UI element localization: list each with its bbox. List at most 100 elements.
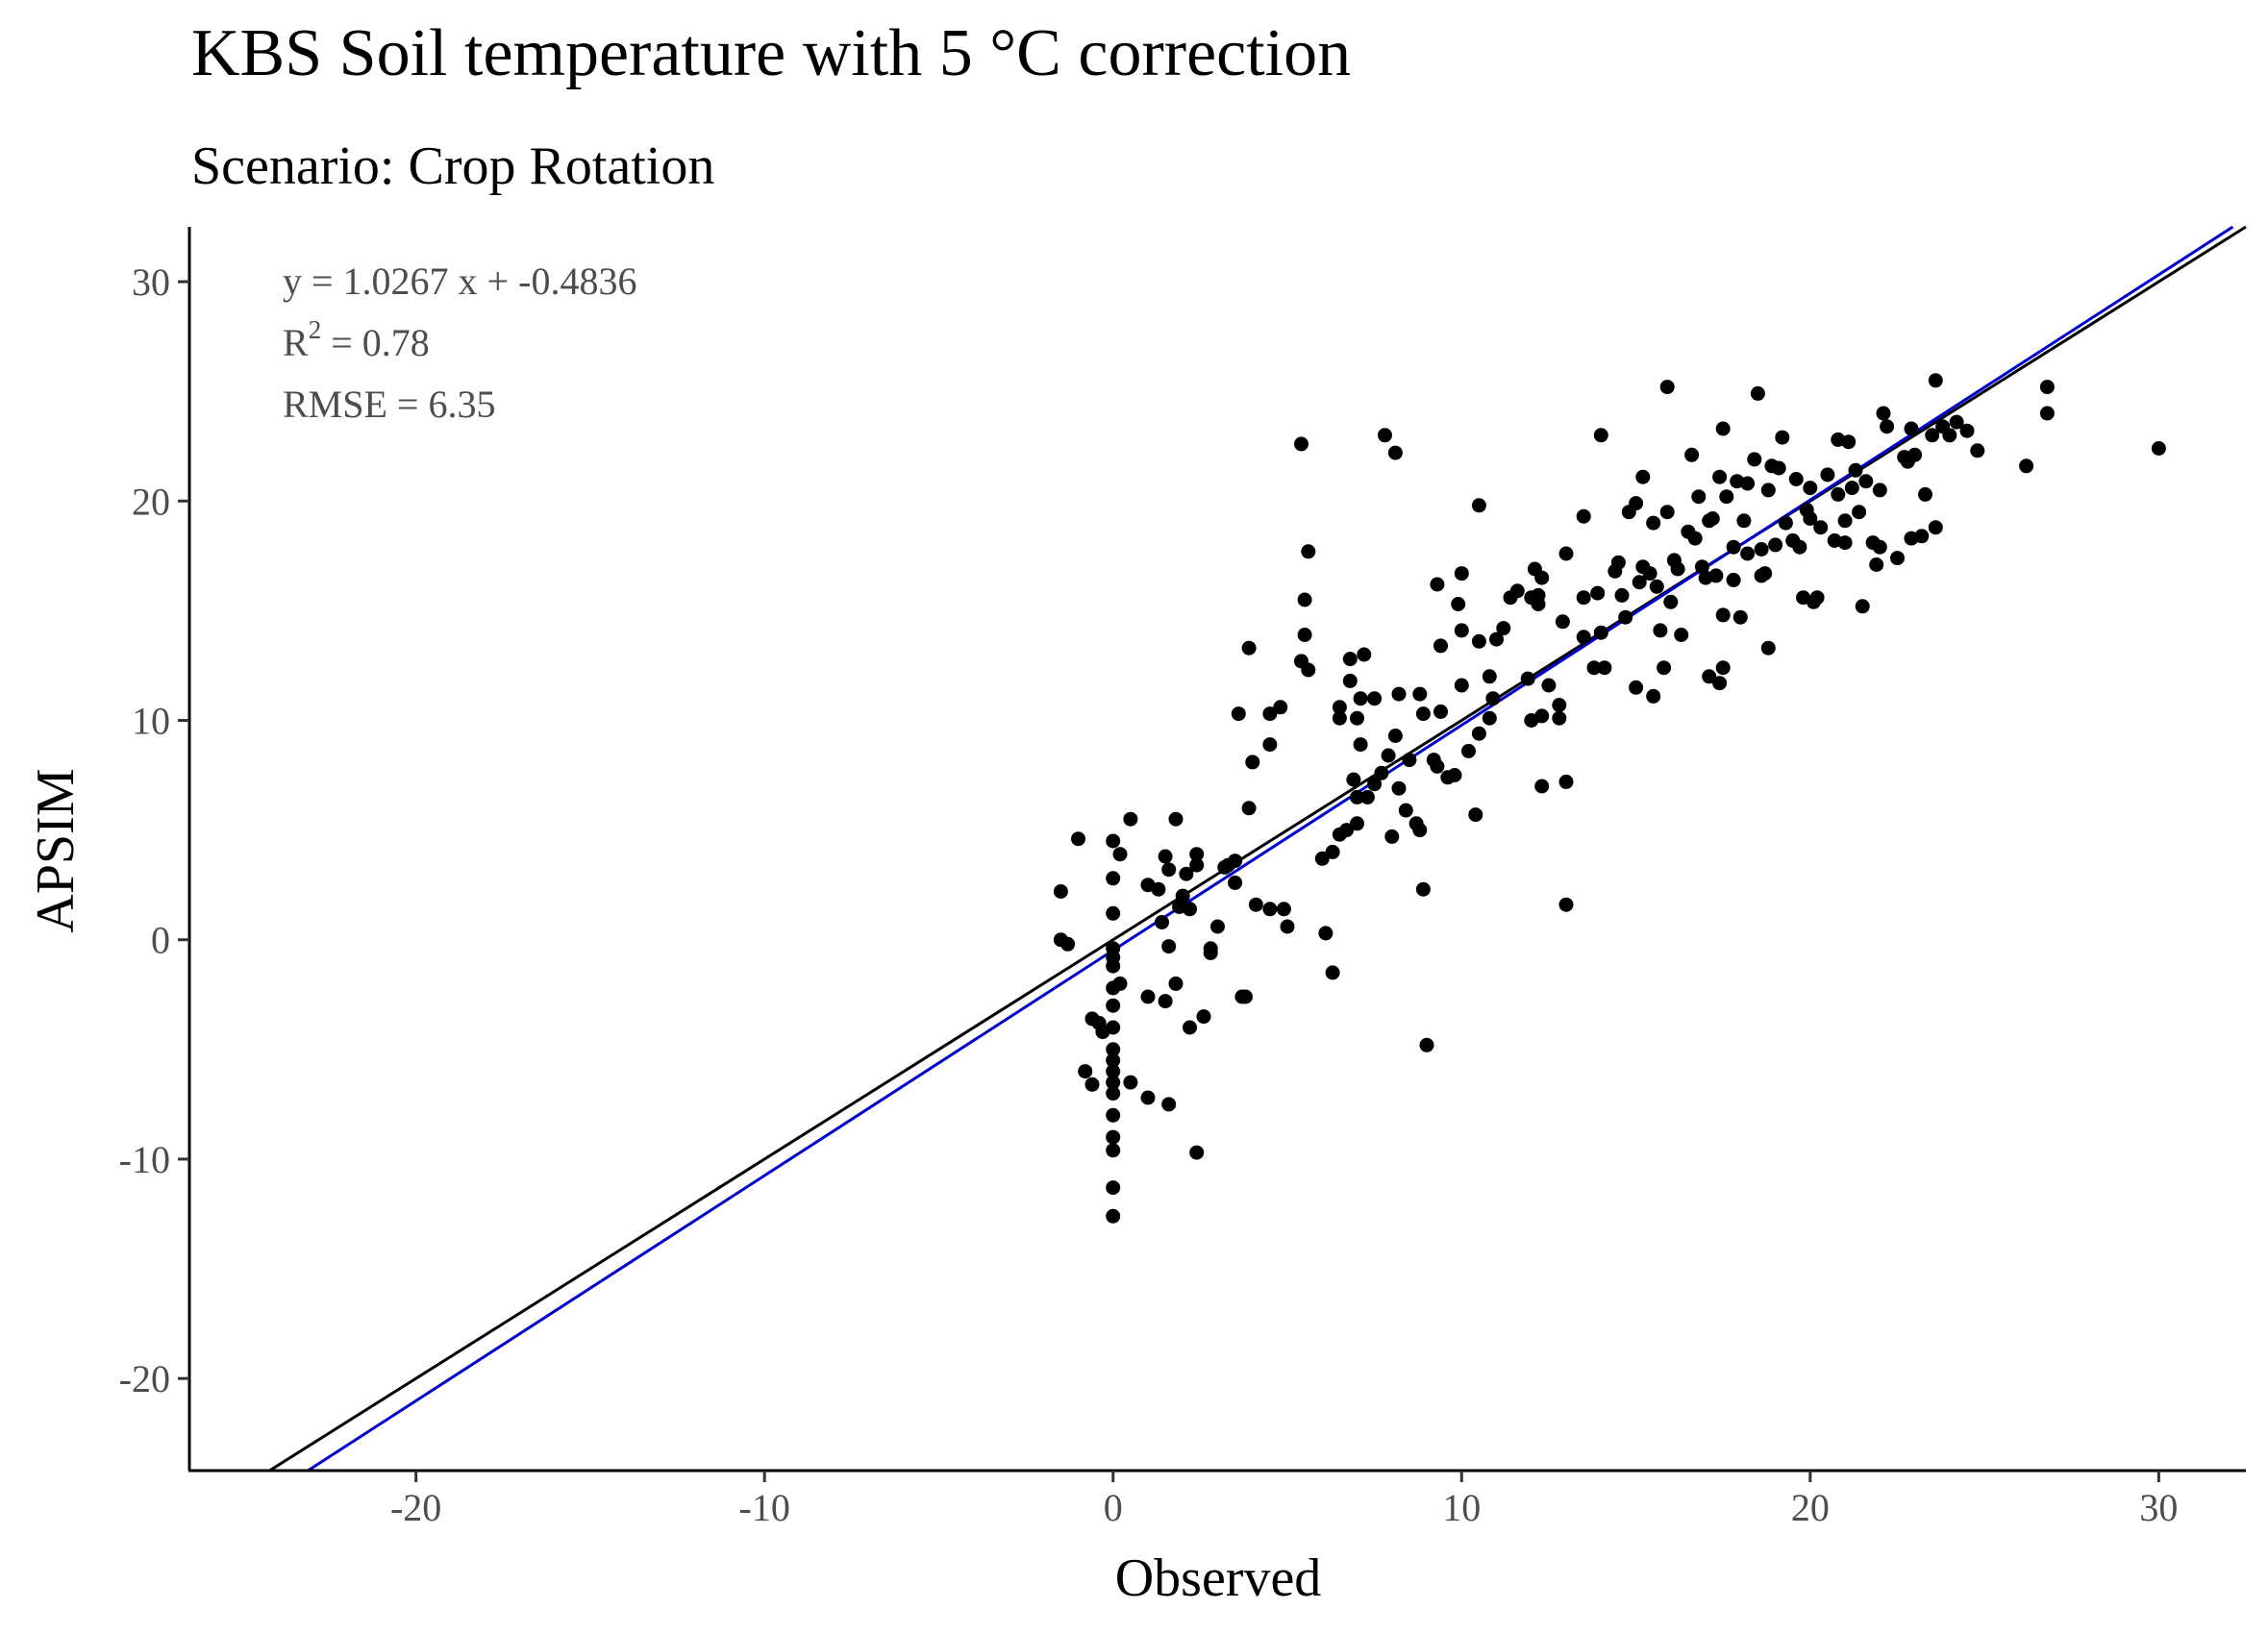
data-point [1659,505,1675,520]
data-point [1848,462,1863,478]
rmse-label: RMSE = 6.35 [283,383,495,426]
data-point [1276,902,1291,917]
data-point [1712,469,1728,484]
data-point [1106,1052,1121,1068]
data-point [1844,481,1859,496]
data-point [1593,625,1608,640]
data-point [1520,671,1535,686]
data-point [1454,566,1469,582]
data-point [1297,628,1312,642]
x-tick-label: 20 [1791,1486,1830,1529]
data-point [1248,897,1263,912]
data-point [1106,1075,1121,1090]
data-point [1078,1064,1093,1079]
data-point [1140,1090,1156,1105]
data-point [1353,691,1368,706]
data-point [1719,489,1734,505]
data-point [1189,847,1205,862]
data-point [1447,768,1462,782]
data-point [1534,570,1550,585]
data-point [1112,976,1128,991]
data-point [1106,1208,1121,1224]
data-point [1726,572,1741,587]
data-point [1541,678,1557,693]
data-point [1715,660,1731,676]
data-point [1925,428,1940,443]
data-point [1231,706,1246,722]
data-point [2039,406,2055,421]
data-point [1872,483,1887,498]
data-point [1359,789,1375,805]
data-point [1430,577,1445,592]
data-point [1106,871,1121,886]
data-point [1381,748,1396,763]
data-point [1646,688,1661,704]
data-point [1855,599,1870,614]
data-point [1614,587,1630,603]
data-point [1391,686,1407,702]
data-point [1918,486,1932,502]
data-point [1959,423,1975,438]
one-to-one-line [268,225,2247,1473]
data-point [1663,594,1679,609]
data-point [1342,652,1358,667]
data-point [1301,544,1316,559]
data-point [1880,419,1895,434]
x-tick-label: -20 [390,1486,441,1529]
data-point [1904,421,1919,436]
data-point [1294,436,1308,452]
data-point [1391,780,1407,796]
y-axis-title: APSIM [26,768,86,932]
data-point [1084,1077,1100,1092]
data-point [1433,704,1448,719]
data-point [1928,520,1943,535]
data-point [1712,676,1728,691]
data-point [1346,772,1361,787]
data-point [1576,630,1591,645]
fit-lines [268,225,2247,1473]
data-point [1175,888,1190,904]
data-point [1241,801,1257,816]
data-point [1702,669,1717,684]
data-point [1642,566,1657,582]
data-point [1183,1020,1197,1035]
data-point [1646,515,1661,531]
data-point [1106,998,1121,1013]
data-point [1674,628,1689,642]
data-point [1949,414,1964,430]
data-point [1708,568,1724,583]
data-point [1837,513,1853,529]
data-point [1876,406,1891,421]
chart-title: KBS Soil temperature with 5 °C correctio… [191,16,1351,90]
data-point [1238,989,1253,1004]
regression-line [307,225,2234,1473]
data-point [1189,857,1205,873]
data-point [1597,660,1612,676]
data-point [1629,496,1644,511]
data-point [1301,662,1316,678]
data-point [1653,623,1668,638]
data-point [1342,673,1358,688]
data-point [1318,926,1333,941]
data-point [1106,1020,1121,1035]
data-point [1858,474,1874,489]
data-point [1402,753,1417,768]
data-point [1732,609,1748,625]
data-point [1715,421,1731,436]
data-points [1053,373,2166,1224]
data-point [1740,546,1756,561]
data-point [1384,829,1400,844]
data-point [1461,743,1476,758]
data-point [1415,881,1431,897]
data-point [1890,551,1905,566]
data-point [1593,428,1608,443]
data-point [1907,447,1923,462]
data-point [1060,936,1076,952]
data-point [1740,476,1756,491]
data-point [1151,881,1166,897]
data-point [1869,557,1884,572]
data-point [1747,452,1762,467]
data-point [1531,597,1546,611]
data-point [1161,862,1177,878]
data-point [1694,559,1709,575]
